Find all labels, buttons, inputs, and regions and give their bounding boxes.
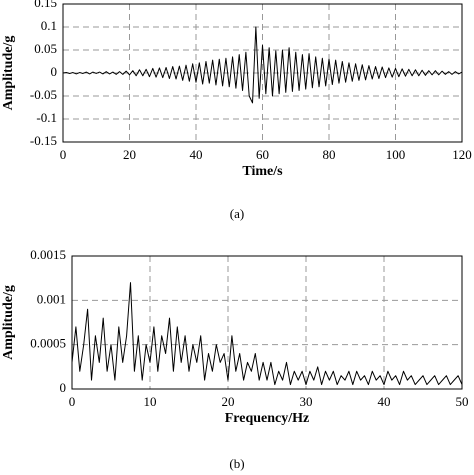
- caption: (b): [229, 456, 244, 471]
- x-tick-label: 80: [323, 147, 336, 162]
- y-tick-label: -0.1: [36, 110, 57, 125]
- y-tick-label: 0.0015: [30, 247, 66, 262]
- x-tick-label: 20: [123, 147, 136, 162]
- caption: (a): [230, 206, 244, 221]
- x-tick-label: 0: [60, 147, 67, 162]
- y-tick-label: 0.05: [34, 41, 57, 56]
- x-tick-label: 40: [378, 394, 391, 409]
- y-tick-label: 0: [60, 380, 67, 395]
- x-tick-label: 50: [456, 394, 469, 409]
- signal-line: [71, 282, 463, 386]
- y-tick-label: 0: [51, 64, 58, 79]
- x-axis-title: Frequency/Hz: [225, 411, 310, 426]
- x-tick-label: 120: [452, 147, 472, 162]
- x-tick-label: 40: [190, 147, 203, 162]
- x-tick-label: 20: [222, 394, 235, 409]
- y-tick-label: 0.1: [41, 18, 57, 33]
- x-tick-label: 10: [144, 394, 157, 409]
- y-tick-label: 0.15: [34, 0, 57, 10]
- plot-frame: [62, 3, 463, 143]
- x-tick-label: 60: [256, 147, 269, 162]
- y-axis-title: Amplitude/g: [1, 36, 16, 111]
- x-tick-label: 30: [300, 394, 313, 409]
- y-tick-label: 0.0005: [30, 336, 66, 351]
- x-tick-label: 100: [386, 147, 406, 162]
- x-tick-label: 0: [69, 394, 76, 409]
- plot-frame: [71, 255, 463, 390]
- y-tick-label: -0.15: [30, 133, 57, 148]
- y-tick-label: -0.05: [30, 87, 57, 102]
- x-axis-title: Time/s: [242, 164, 283, 179]
- y-tick-label: 0.001: [37, 291, 66, 306]
- y-axis-title: Amplitude/g: [1, 285, 16, 360]
- signal-line: [62, 26, 463, 104]
